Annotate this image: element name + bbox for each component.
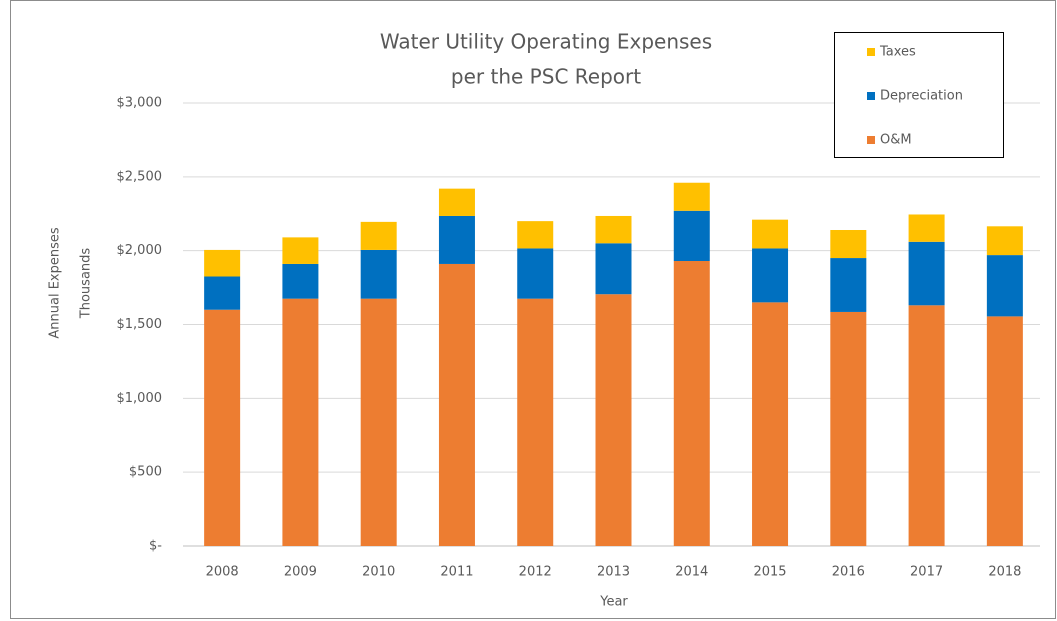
bar-segment [986,316,1023,546]
bar-segment [204,309,241,546]
legend-label: Depreciation [880,89,963,104]
legend-swatch [867,92,875,100]
legend-swatch [867,48,875,56]
bar-segment [517,298,554,546]
bar-segment [595,243,632,295]
bar-segment [438,188,475,216]
bar-segment [204,249,241,277]
x-tick-label: 2017 [910,565,943,580]
bar-segment [360,298,397,546]
bar-segment [752,219,789,249]
bar-segment [673,261,710,546]
bar-segment [517,248,554,299]
x-tick-label: 2008 [206,565,239,580]
y-tick-label: $2,500 [117,169,163,184]
y-tick-label: $1,000 [117,391,163,406]
bar-segment [282,263,319,299]
bar-segment [673,210,710,262]
y-tick-label: $3,000 [117,96,163,111]
x-axis-label: Year [599,595,628,610]
y-tick-label: $2,000 [117,243,163,258]
bar-segment [908,241,945,306]
bar-segment [830,258,867,312]
bar-segment [830,229,867,259]
x-tick-label: 2018 [988,565,1021,580]
bar-segment [360,249,397,299]
bar-segment [752,248,789,303]
x-tick-label: 2011 [440,565,473,580]
x-tick-label: 2009 [284,565,317,580]
legend-label: Taxes [879,45,916,60]
bar-segment [908,305,945,546]
chart-title: Water Utility Operating Expenses [380,30,712,54]
legend-swatch [867,136,875,144]
bar-segment [282,237,319,264]
bar-segment [908,214,945,242]
bar-segment [986,226,1023,256]
legend-label: O&M [880,133,912,148]
legend-box [834,32,1004,158]
bar-segment [595,294,632,546]
x-tick-label: 2014 [675,565,708,580]
y-axis-label: Annual Expenses [48,227,63,338]
bar-segment [360,221,397,250]
y-tick-label: $500 [129,465,162,480]
y-axis-label: Thousands [79,248,94,320]
chart-title: per the PSC Report [451,65,641,89]
x-tick-label: 2016 [832,565,865,580]
x-tick-label: 2012 [519,565,552,580]
bar-segment [752,302,789,546]
y-tick-label: $1,500 [117,317,163,332]
y-tick-label: $- [149,539,162,554]
bar-segment [986,255,1023,317]
chart-border [10,0,1056,619]
bar-segment [830,311,867,546]
x-tick-label: 2013 [597,565,630,580]
bar-segment [438,215,475,264]
bar-segment [517,221,554,249]
bar-segment [438,263,475,546]
bar-segment [204,276,241,310]
bar-segment [673,182,710,211]
x-tick-label: 2015 [753,565,786,580]
bar-segment [282,298,319,546]
x-tick-label: 2010 [362,565,395,580]
bar-segment [595,215,632,244]
